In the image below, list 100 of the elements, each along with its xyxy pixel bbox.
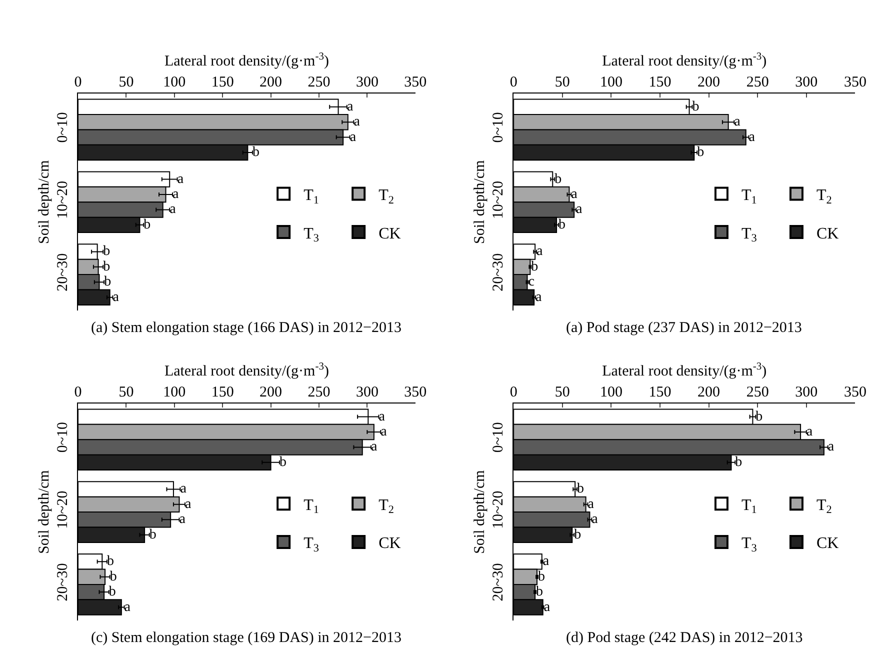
x-tick-label: 300 bbox=[356, 384, 378, 400]
data-label: b bbox=[108, 584, 116, 600]
data-label: a bbox=[592, 512, 599, 528]
y-axis-title: Soil depth/cm bbox=[472, 470, 488, 554]
x-axis-title: Lateral root density/(g·m$^{-3}$) bbox=[164, 51, 329, 70]
legend-label: T$_{1}$ bbox=[304, 186, 319, 206]
legend-label: T$_{2}$ bbox=[378, 496, 394, 516]
y-tick-label: 0~10 bbox=[55, 422, 72, 453]
data-label: a bbox=[378, 409, 386, 424]
data-label: a bbox=[124, 600, 132, 615]
legend-label: T$_{1}$ bbox=[304, 496, 319, 516]
y-axis-title: Soil depth/cm bbox=[472, 160, 488, 244]
y-tick-label: 10~20 bbox=[490, 180, 507, 219]
legend-label: T$_{3}$ bbox=[304, 225, 320, 245]
data-label: b bbox=[536, 584, 544, 600]
x-tick-label: 150 bbox=[211, 384, 234, 400]
data-label: b bbox=[577, 482, 584, 497]
x-tick-label: 200 bbox=[698, 74, 720, 90]
x-tick-label: 0 bbox=[510, 384, 518, 400]
data-label: b bbox=[735, 454, 742, 470]
data-label: b bbox=[149, 527, 156, 542]
data-label: a bbox=[734, 114, 742, 130]
x-axis-title: Lateral root density/(g·m$^{-3}$) bbox=[602, 361, 767, 380]
data-label: a bbox=[177, 172, 184, 187]
x-tick-label: 0 bbox=[74, 384, 82, 400]
data-label: b bbox=[103, 244, 110, 260]
x-tick-label: 350 bbox=[844, 74, 866, 90]
data-label: a bbox=[576, 202, 584, 218]
data-label: b bbox=[697, 145, 704, 160]
data-label: a bbox=[350, 130, 357, 145]
y-tick-label: 20~30 bbox=[55, 253, 72, 292]
y-tick-label: 0~10 bbox=[55, 112, 72, 143]
text: (a) Pod stage (237 DAS) in 2012−2013 bbox=[566, 320, 802, 336]
data-label: b bbox=[279, 454, 286, 470]
x-tick-label: 100 bbox=[163, 384, 186, 400]
legend-label: CK bbox=[378, 225, 402, 242]
data-label: a bbox=[371, 440, 378, 455]
data-label: a bbox=[571, 187, 578, 202]
data-label: b bbox=[103, 259, 110, 274]
data-label: a bbox=[536, 290, 543, 305]
data-label: a bbox=[588, 496, 595, 512]
legend-label: T$_{2}$ bbox=[816, 496, 832, 516]
y-axis-title: Soil depth/cm bbox=[36, 470, 52, 554]
data-label: b bbox=[106, 554, 114, 570]
x-tick-label: 150 bbox=[648, 74, 672, 90]
data-label: a bbox=[112, 290, 120, 305]
data-label: a bbox=[748, 130, 756, 145]
x-tick-label: 100 bbox=[600, 384, 622, 400]
data-label: b bbox=[756, 409, 763, 424]
x-tick-label: 150 bbox=[211, 74, 234, 90]
data-label: a bbox=[180, 482, 188, 497]
y-tick-label: 10~20 bbox=[490, 490, 507, 529]
y-tick-label: 10~20 bbox=[55, 490, 72, 529]
data-label: a bbox=[346, 99, 354, 114]
x-tick-label: 350 bbox=[844, 384, 866, 400]
x-tick-label: 50 bbox=[118, 74, 134, 90]
data-label: a bbox=[185, 496, 192, 512]
data-label: b bbox=[574, 527, 582, 542]
legend-label: CK bbox=[816, 535, 840, 552]
data-label: a bbox=[544, 600, 551, 615]
y-tick-label: 10~20 bbox=[55, 180, 72, 219]
legend-label: T$_{1}$ bbox=[741, 186, 757, 206]
x-tick-label: 150 bbox=[648, 384, 672, 400]
data-label: a bbox=[536, 244, 544, 260]
x-tick-label: 50 bbox=[554, 74, 570, 90]
data-label: b bbox=[692, 99, 700, 114]
data-label: b bbox=[252, 145, 260, 160]
data-label: a bbox=[172, 187, 180, 202]
x-axis-title: Lateral root density/(g·m$^{-3}$) bbox=[602, 51, 767, 70]
data-label: b bbox=[538, 569, 545, 584]
text: (a) Stem elongation stage (166 DAS) in 2012−2013 bbox=[91, 320, 402, 336]
data-label: a bbox=[828, 440, 835, 455]
x-tick-label: 300 bbox=[795, 74, 818, 90]
legend-label: T$_{3}$ bbox=[741, 225, 758, 245]
data-label: b bbox=[104, 274, 112, 290]
legend-label: T$_{2}$ bbox=[816, 186, 832, 206]
data-label: a bbox=[179, 512, 186, 528]
x-tick-label: 50 bbox=[554, 384, 570, 400]
legend-label: T$_{2}$ bbox=[378, 186, 394, 206]
data-label: b bbox=[110, 569, 117, 584]
data-label: b bbox=[558, 217, 566, 232]
y-tick-label: 20~30 bbox=[490, 563, 507, 602]
legend-label: T$_{1}$ bbox=[741, 496, 757, 516]
x-tick-label: 200 bbox=[260, 74, 282, 90]
x-tick-label: 200 bbox=[698, 384, 720, 400]
x-tick-label: 250 bbox=[308, 74, 330, 90]
x-tick-label: 0 bbox=[510, 74, 518, 90]
x-tick-label: 50 bbox=[118, 384, 134, 400]
y-axis-title: Soil depth/cm bbox=[36, 160, 52, 244]
data-label: b bbox=[531, 259, 538, 274]
data-label: a bbox=[170, 202, 177, 218]
x-tick-label: 100 bbox=[600, 74, 622, 90]
x-tick-label: 300 bbox=[356, 74, 378, 90]
x-axis-title: Lateral root density/(g·m$^{-3}$) bbox=[164, 361, 329, 380]
legend-label: T$_{3}$ bbox=[304, 535, 320, 555]
x-tick-label: 100 bbox=[163, 74, 186, 90]
data-label: a bbox=[380, 424, 388, 440]
y-tick-label: 0~10 bbox=[490, 112, 507, 143]
y-tick-label: 20~30 bbox=[490, 253, 507, 292]
legend-label: T$_{3}$ bbox=[741, 535, 758, 555]
